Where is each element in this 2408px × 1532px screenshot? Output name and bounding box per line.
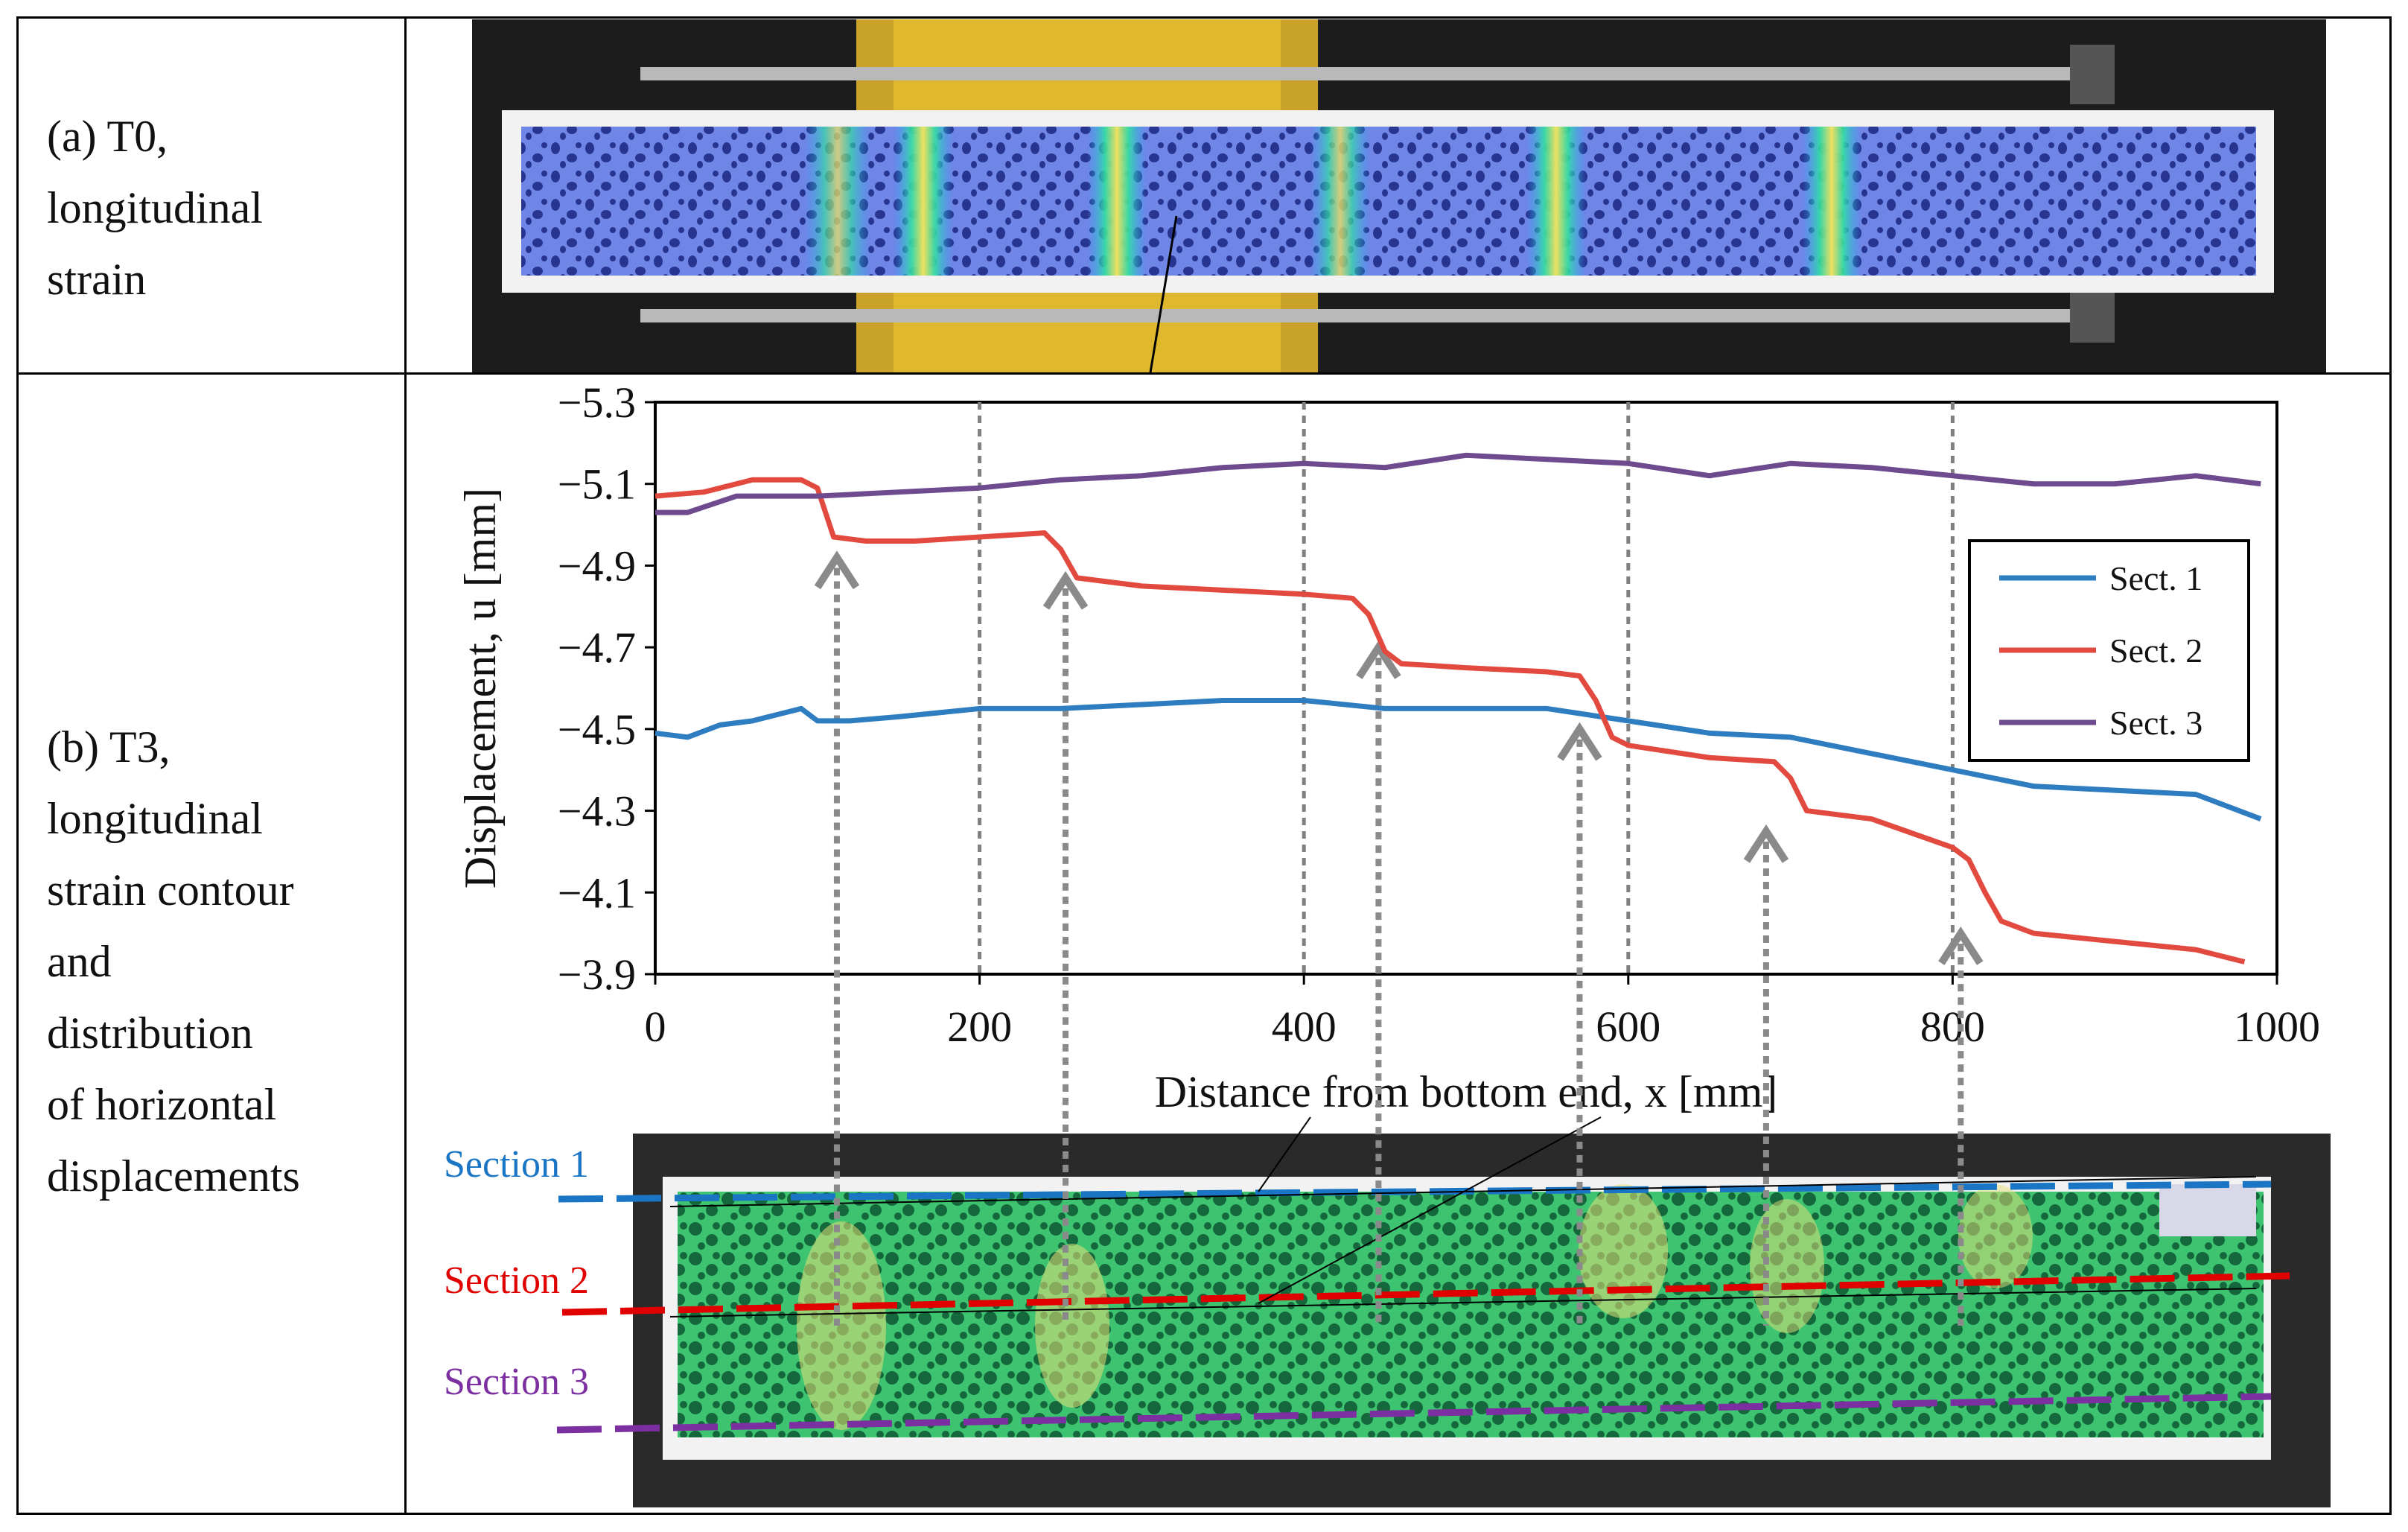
row-a-label: (a) T0, longitudinal strain (47, 101, 263, 315)
arrow-head (1557, 722, 1602, 761)
x-tick-label: 200 (947, 1002, 1012, 1051)
section-2-label: Section 2 (444, 1259, 589, 1302)
row-b-label-line: of horizontal (47, 1080, 277, 1129)
y-axis-title: Displacement, u [mm] (456, 488, 505, 889)
row-b-label: (b) T3, longitudinal strain contour and … (47, 711, 300, 1212)
figure-table: (a) T0, longitudinal strain (b) T3, long… (16, 16, 2392, 1515)
row-b-label-line: strain contour (47, 865, 294, 915)
section-1-label: Section 1 (444, 1143, 589, 1186)
x-tick-label: 400 (1272, 1002, 1337, 1051)
series-line (654, 477, 2246, 964)
y-tick-label: −5.3 (558, 378, 636, 427)
y-tick-label: −4.3 (558, 787, 636, 836)
photo-t0 (472, 19, 2326, 373)
row-a-label-line: strain (47, 255, 147, 304)
row-b-label-line: (b) T3, (47, 722, 171, 772)
y-tick-label: −5.1 (558, 460, 636, 509)
x-tick-label: 0 (645, 1002, 666, 1051)
column-divider (404, 19, 407, 1513)
x-tick-label: 1000 (2234, 1002, 2320, 1051)
row-a-label-line: (a) T0, (47, 112, 168, 161)
section-3-line (556, 1393, 2272, 1434)
x-tick-label: 600 (1596, 1002, 1660, 1051)
legend-label: Sect. 1 (2109, 559, 2202, 597)
row-a-label-line: longitudinal (47, 183, 263, 232)
legend-label: Sect. 3 (2109, 704, 2202, 742)
row-b-label-line: displacements (47, 1151, 300, 1201)
series-line (655, 452, 2261, 515)
y-tick-label: −4.7 (558, 623, 636, 672)
row-divider (19, 372, 2389, 375)
arrow-head (1938, 926, 1984, 965)
x-axis-title: Distance from bottom end, x [mm] (1155, 1067, 1777, 1116)
section-3-label: Section 3 (444, 1361, 589, 1403)
series-line (654, 697, 2262, 821)
legend-label: Sect. 2 (2109, 632, 2202, 670)
row-b-label-line: and (47, 937, 112, 986)
row-b-label-line: distribution (47, 1008, 253, 1058)
y-tick-label: −3.9 (558, 950, 636, 999)
arrow-head (814, 550, 860, 590)
y-tick-label: −4.1 (558, 868, 636, 917)
photo-t3 (556, 1116, 2331, 1507)
y-tick-label: −4.5 (558, 705, 636, 754)
row-b-label-line: longitudinal (47, 794, 263, 843)
arrow-head (1743, 824, 1789, 863)
arrow-head (1042, 570, 1089, 610)
section-1-line (558, 1180, 2272, 1203)
arrow-head (1356, 640, 1401, 679)
x-tick-label: 800 (1920, 1002, 1985, 1051)
y-tick-label: −4.9 (558, 541, 636, 590)
